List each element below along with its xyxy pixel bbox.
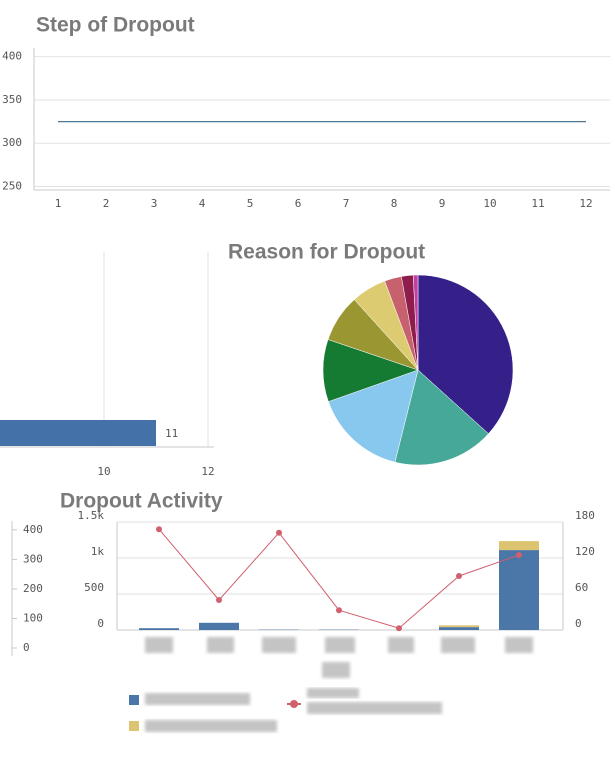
- x-tick-label: 3: [151, 197, 158, 210]
- y-tick-label: 350: [2, 93, 22, 106]
- y2-tick-label: 180: [575, 509, 595, 522]
- x-tick-label: 12: [201, 465, 214, 478]
- line-series: [158, 528, 520, 629]
- legend-swatch: [290, 700, 298, 708]
- bar-segment: [499, 541, 539, 551]
- chart-title: Step of Dropout: [36, 14, 195, 37]
- y-tick-label: 300: [23, 552, 43, 565]
- y-tick-label: 300: [2, 136, 22, 149]
- x-tick-label: 10: [97, 465, 110, 478]
- x-tick-label: 10: [483, 197, 496, 210]
- x-tick-label: 4: [199, 197, 206, 210]
- line-point: [396, 625, 402, 632]
- blurred-labels: [145, 637, 533, 678]
- bar-segment: [199, 622, 239, 630]
- y2-tick-label: 0: [575, 617, 582, 630]
- line-point: [156, 526, 162, 533]
- x-tick-label: 12: [579, 197, 592, 210]
- legend-swatch: [129, 721, 139, 731]
- x-tick-label: 11: [531, 197, 544, 210]
- x-tick-label: 8: [391, 197, 398, 210]
- y-tick-label: 0: [23, 641, 30, 654]
- x-tick-label: 7: [343, 197, 350, 210]
- y-tick-label: 100: [23, 611, 43, 624]
- x-tick-label: 5: [247, 197, 254, 210]
- legend: [129, 688, 442, 732]
- legend-swatch: [129, 695, 139, 705]
- y-tick-label: 250: [2, 180, 22, 193]
- y-tick-label: 1.5k: [78, 509, 105, 522]
- x-tick-label: 1: [55, 197, 62, 210]
- line-point: [276, 529, 282, 536]
- y2-tick-label: 60: [575, 581, 588, 594]
- bar: [0, 420, 156, 446]
- x-tick-label: 9: [439, 197, 446, 210]
- y-tick-label: 1k: [91, 545, 105, 558]
- y-tick-label: 400: [2, 50, 22, 63]
- chart-title: Reason for Dropout: [228, 241, 425, 264]
- value-label: 11: [165, 427, 178, 440]
- bar-segment: [439, 627, 479, 630]
- line-point: [216, 597, 222, 603]
- x-tick-label: 6: [295, 197, 302, 210]
- y2-tick-label: 120: [575, 545, 595, 558]
- pie-slice: [328, 369, 419, 463]
- bar-segment: [499, 550, 539, 630]
- line-point: [456, 573, 462, 579]
- y-tick-label: 500: [84, 581, 104, 594]
- bar-segment: [439, 625, 479, 628]
- bar-segment: [139, 628, 179, 630]
- pie-slice: [412, 274, 419, 371]
- pie-slice: [417, 274, 514, 435]
- pie-slice: [394, 369, 489, 466]
- x-tick-label: 2: [103, 197, 110, 210]
- line-point: [516, 552, 522, 558]
- line-point: [336, 607, 342, 614]
- y-tick-label: 0: [97, 617, 104, 630]
- chart-title: Dropout Activity: [60, 490, 223, 513]
- y-tick-label: 400: [23, 523, 43, 536]
- y-tick-label: 200: [23, 582, 43, 595]
